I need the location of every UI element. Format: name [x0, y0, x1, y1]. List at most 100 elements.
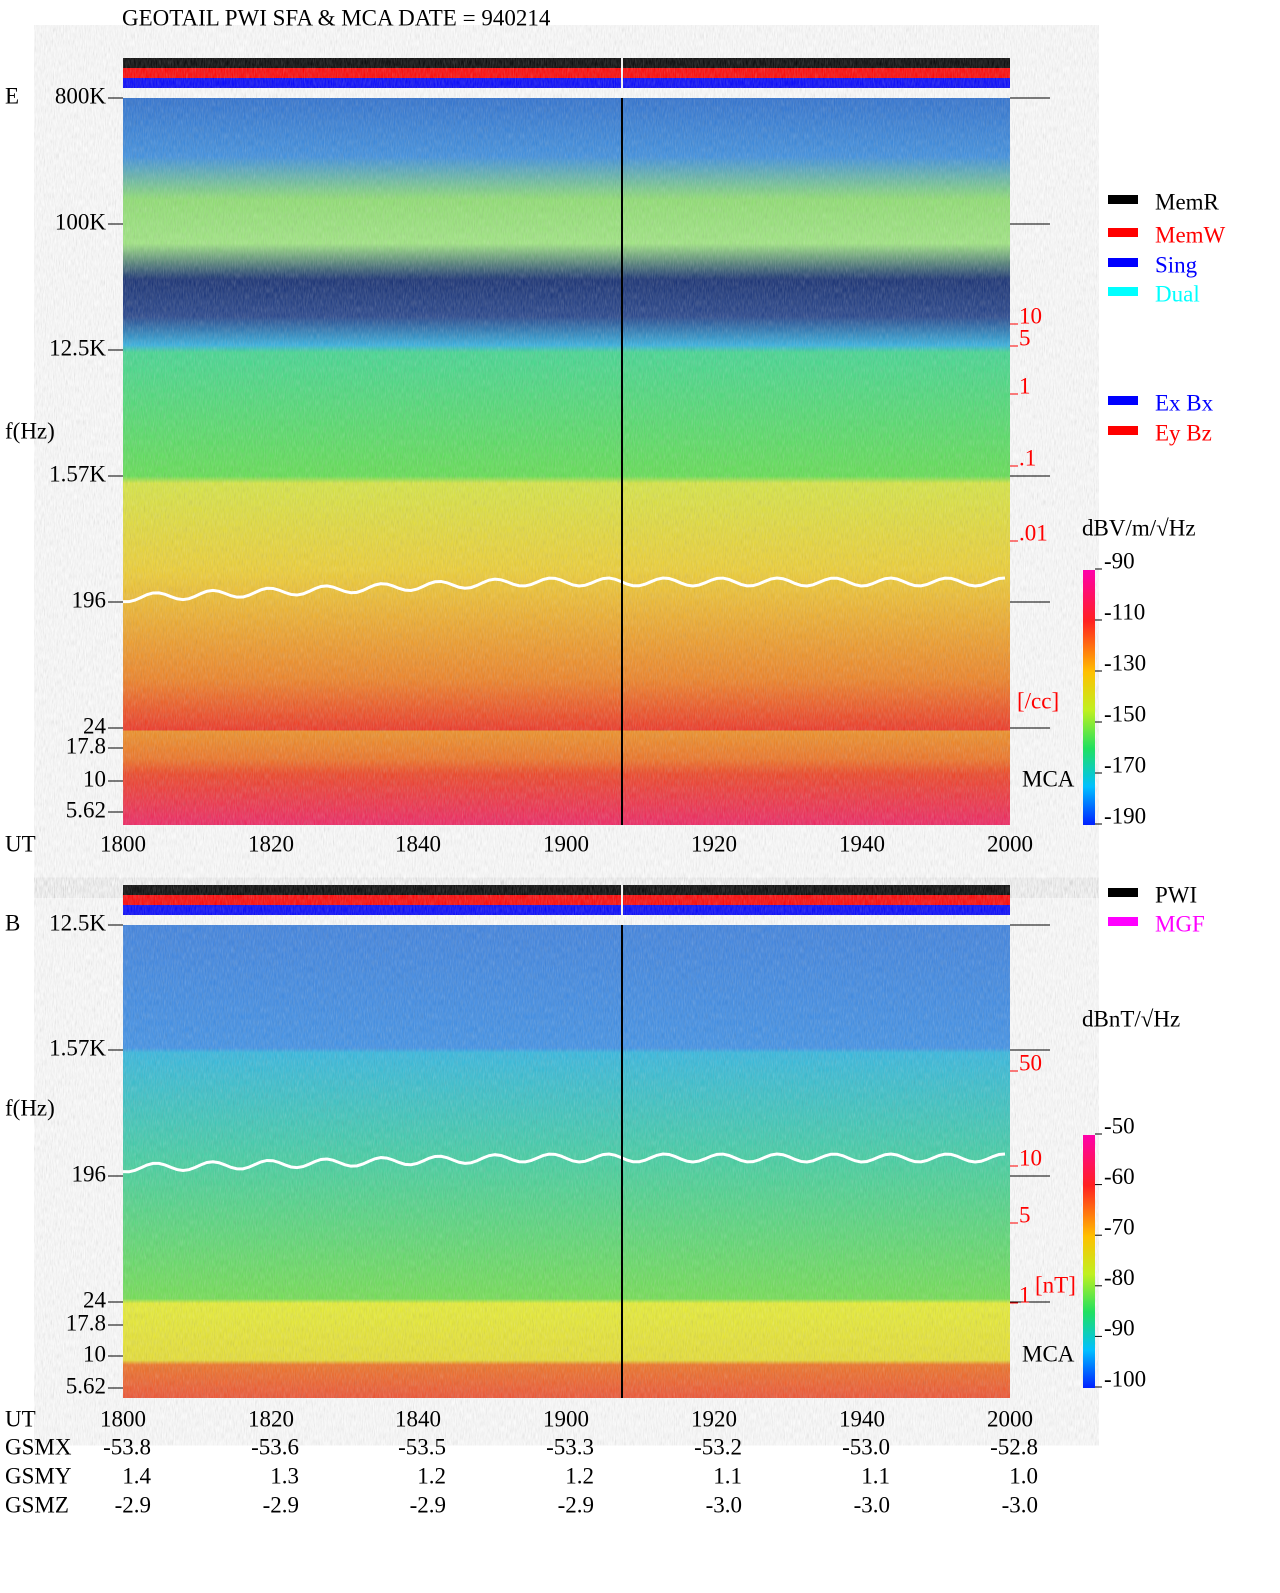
time-tick-label: 1820 — [248, 1406, 294, 1431]
legend-swatch — [1108, 228, 1138, 237]
orbit-value: 1.1 — [861, 1463, 890, 1488]
scale-tick-label: 1 — [1019, 1282, 1031, 1307]
time-tick-label: 2000 — [987, 1406, 1033, 1431]
legend-swatch — [1108, 258, 1138, 267]
colorbar — [1083, 1135, 1095, 1388]
legend-swatch — [1108, 917, 1138, 926]
freq-tick-label: 10 — [83, 766, 106, 791]
time-tick-label: 1920 — [691, 1406, 737, 1431]
colorbar-tick-label: -110 — [1104, 599, 1145, 624]
freq-tick-label: 196 — [72, 1161, 107, 1186]
scale-unit: [nT] — [1035, 1272, 1076, 1297]
freq-tick-label: 1.57K — [49, 461, 106, 486]
scale-tick-label: 10 — [1019, 1145, 1042, 1170]
orbit-value: -53.6 — [251, 1434, 299, 1459]
scale-tick-label: .1 — [1019, 445, 1036, 470]
freq-tick-label: 12.5K — [49, 910, 106, 935]
colorbar-tick-label: -90 — [1104, 548, 1135, 573]
colorbar — [1083, 570, 1095, 825]
orbit-value: -2.9 — [558, 1492, 594, 1517]
freq-tick-label: 10 — [83, 1341, 106, 1366]
freq-tick-label: 17.8 — [66, 1310, 106, 1335]
plasma-line — [122, 576, 1006, 604]
component-swatch — [1108, 426, 1138, 435]
legend-label: Sing — [1155, 252, 1198, 277]
legend-swatch — [1108, 195, 1138, 204]
legend-swatch — [1108, 287, 1138, 296]
orbit-value: -53.2 — [694, 1434, 742, 1459]
time-tick-label: 1900 — [543, 831, 589, 856]
scale-tick-label: 5 — [1019, 1202, 1031, 1227]
plasma-line — [122, 1152, 1006, 1174]
scale-tick-label: 50 — [1019, 1050, 1042, 1075]
orbit-value: 1.1 — [713, 1463, 742, 1488]
orbit-value: -53.0 — [842, 1434, 890, 1459]
colorbar-unit: dBnT/√Hz — [1082, 1006, 1180, 1031]
orbit-value: -2.9 — [115, 1492, 151, 1517]
time-tick-label: 1840 — [395, 1406, 441, 1431]
orbit-name: GSMZ — [5, 1492, 69, 1517]
orbit-value: 1.2 — [565, 1463, 594, 1488]
time-axis-label: UT — [5, 1406, 36, 1431]
freq-tick-label: 196 — [72, 587, 107, 612]
freq-tick-label: 100K — [55, 209, 107, 234]
mca-label: MCA — [1022, 766, 1075, 791]
status-bar — [123, 68, 1010, 78]
orbit-value: -3.0 — [706, 1492, 742, 1517]
freq-tick-label: 17.8 — [66, 733, 106, 758]
orbit-value: 1.3 — [270, 1463, 299, 1488]
orbit-value: -53.3 — [546, 1434, 594, 1459]
spectrogram-texture — [123, 98, 1010, 825]
colorbar-tick-label: -150 — [1104, 701, 1146, 726]
orbit-name: GSMX — [5, 1434, 72, 1459]
freq-tick-label: 5.62 — [66, 1373, 106, 1398]
scale-tick-label: 10 — [1019, 303, 1042, 328]
spectrogram-texture — [123, 925, 1010, 1398]
freq-axis-label: f(Hz) — [5, 418, 55, 443]
colorbar-tick-label: -100 — [1104, 1366, 1146, 1391]
legend-label: MemR — [1155, 189, 1220, 214]
status-bar — [123, 58, 1010, 68]
orbit-name: GSMY — [5, 1463, 72, 1488]
time-tick-label: 1900 — [543, 1406, 589, 1431]
freq-tick-label: 24 — [83, 713, 107, 738]
colorbar-tick-label: -190 — [1104, 803, 1146, 828]
orbit-value: 1.0 — [1009, 1463, 1038, 1488]
orbit-value: -3.0 — [1002, 1492, 1038, 1517]
orbit-value: -2.9 — [263, 1492, 299, 1517]
legend-label: PWI — [1155, 882, 1197, 907]
colorbar-tick-label: -60 — [1104, 1164, 1135, 1189]
orbit-value: -52.8 — [990, 1434, 1038, 1459]
freq-tick-label: 800K — [55, 83, 107, 108]
time-tick-label: 1820 — [248, 831, 294, 856]
status-bar — [123, 905, 1010, 915]
scale-tick-label: 1 — [1019, 373, 1031, 398]
colorbar-tick-label: -50 — [1104, 1113, 1135, 1138]
orbit-value: -3.0 — [854, 1492, 890, 1517]
orbit-value: 1.4 — [122, 1463, 151, 1488]
colorbar-tick-label: -90 — [1104, 1316, 1135, 1341]
status-bar — [123, 78, 1010, 88]
time-tick-label: 1940 — [839, 1406, 885, 1431]
freq-tick-label: 12.5K — [49, 335, 106, 360]
time-tick-label: 2000 — [987, 831, 1033, 856]
time-tick-label: 1800 — [100, 1406, 146, 1431]
component-swatch — [1108, 396, 1138, 405]
freq-tick-label: 1.57K — [49, 1035, 106, 1060]
freq-axis-label: f(Hz) — [5, 1095, 55, 1120]
status-bar — [123, 895, 1010, 905]
time-tick-label: 1840 — [395, 831, 441, 856]
freq-tick-label: 5.62 — [66, 797, 106, 822]
component-label: Ey Bz — [1155, 420, 1212, 445]
mca-label: MCA — [1022, 1341, 1075, 1366]
freq-tick-label: 24 — [83, 1287, 107, 1312]
orbit-value: 1.2 — [417, 1463, 446, 1488]
orbit-value: -2.9 — [410, 1492, 446, 1517]
status-bar — [123, 885, 1010, 895]
component-label: Ex Bx — [1155, 390, 1214, 415]
colorbar-unit: dBV/m/√Hz — [1082, 515, 1196, 540]
legend-label: MemW — [1155, 222, 1226, 247]
colorbar-tick-label: -70 — [1104, 1214, 1135, 1239]
orbit-value: -53.5 — [398, 1434, 446, 1459]
colorbar-tick-label: -130 — [1104, 650, 1146, 675]
